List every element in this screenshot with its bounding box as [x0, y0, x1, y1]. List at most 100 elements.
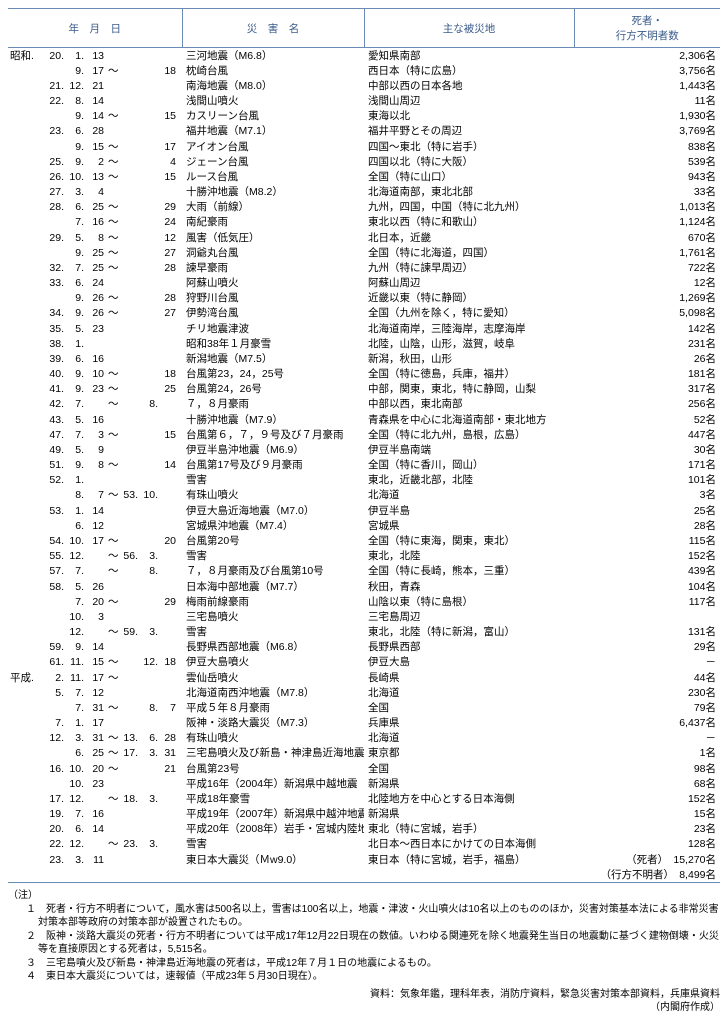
cell-y2 — [120, 579, 140, 594]
cell-num: 104名 — [574, 579, 720, 594]
cell-era — [8, 442, 46, 457]
cell-m2: 6. — [140, 731, 160, 746]
cell-era — [8, 139, 46, 154]
table-row: 22.8.14浅間山噴火浅間山周辺11名 — [8, 94, 720, 109]
cell-y2 — [120, 94, 140, 109]
cell-y — [46, 867, 66, 883]
cell-m: 7. — [66, 427, 86, 442]
cell-name: アイオン台風 — [182, 139, 364, 154]
cell-m: 9. — [66, 382, 86, 397]
cell-y — [46, 700, 66, 715]
cell-d: 16 — [86, 807, 106, 822]
table-row: 7.16～24南紀豪雨東北以西（特に和歌山）1,124名 — [8, 215, 720, 230]
cell-y2 — [120, 169, 140, 184]
cell-y — [46, 109, 66, 124]
cell-d2 — [160, 837, 182, 852]
cell-m: 6. — [66, 124, 86, 139]
cell-d2 — [160, 488, 182, 503]
cell-num: 29名 — [574, 640, 720, 655]
cell-area: 東京都 — [364, 746, 574, 761]
cell-d2 — [160, 822, 182, 837]
cell-m: 5. — [66, 442, 86, 457]
cell-area: 全国（特に東海，関東，東北） — [364, 534, 574, 549]
cell-name: 雪害 — [182, 625, 364, 640]
cell-name: 南海地震（M8.0） — [182, 78, 364, 93]
cell-name: 浅間山噴火 — [182, 94, 364, 109]
cell-num: 171名 — [574, 458, 720, 473]
table-row: 43.5.16十勝沖地震（M7.9）青森県を中心に北海道南部・東北地方52名 — [8, 412, 720, 427]
cell-m: 10. — [66, 761, 86, 776]
cell-area: 秋田，青森 — [364, 579, 574, 594]
cell-name: 福井地震（M7.1） — [182, 124, 364, 139]
cell-d: 23 — [86, 382, 106, 397]
cell-y — [46, 746, 66, 761]
cell-m2 — [140, 63, 160, 78]
cell-m2 — [140, 200, 160, 215]
cell-til: ～ — [106, 791, 120, 806]
cell-num: 317名 — [574, 382, 720, 397]
cell-y2 — [120, 503, 140, 518]
table-row: 23.6.28福井地震（M7.1）福井平野とその周辺3,769名 — [8, 124, 720, 139]
cell-m2 — [140, 518, 160, 533]
cell-m2 — [140, 139, 160, 154]
cell-era — [8, 109, 46, 124]
cell-m: 3. — [66, 852, 86, 867]
cell-til: ～ — [106, 215, 120, 230]
cell-m2 — [140, 306, 160, 321]
cell-area: 伊豆半島南端 — [364, 442, 574, 457]
cell-til: ～ — [106, 488, 120, 503]
cell-m: 6. — [66, 822, 86, 837]
cell-m2: 8. — [140, 700, 160, 715]
cell-name: ７，８月豪雨及び台風第10号 — [182, 564, 364, 579]
cell-d: 12 — [86, 685, 106, 700]
cell-til: ～ — [106, 306, 120, 321]
cell-y2: 23. — [120, 837, 140, 852]
cell-til: ～ — [106, 534, 120, 549]
cell-name: 雪害 — [182, 549, 364, 564]
table-row: 9.26～28狩野川台風近畿以東（特に静岡）1,269名 — [8, 291, 720, 306]
cell-area: 中部以西の日本各地 — [364, 78, 574, 93]
table-row: 12.～59.3.雪害東北，北陸（特に新潟，富山）131名 — [8, 625, 720, 640]
cell-d2: 18 — [160, 655, 182, 670]
cell-y: 51. — [46, 458, 66, 473]
cell-m2 — [140, 321, 160, 336]
cell-m: 1. — [66, 473, 86, 488]
cell-d: 31 — [86, 731, 106, 746]
cell-num: 23名 — [574, 822, 720, 837]
cell-d: 23 — [86, 776, 106, 791]
cell-area: 北海道南岸，三陸海岸，志摩海岸 — [364, 321, 574, 336]
cell-y: 5. — [46, 685, 66, 700]
cell-y2 — [120, 321, 140, 336]
cell-area: 全国 — [364, 700, 574, 715]
cell-name: 風害（低気圧） — [182, 230, 364, 245]
table-row: 58.5.26日本海中部地震（M7.7）秋田，青森104名 — [8, 579, 720, 594]
cell-area: 東北，北陸 — [364, 549, 574, 564]
col-casualty: 死者・ 行方不明者数 — [574, 9, 720, 48]
cell-m: 7. — [66, 564, 86, 579]
cell-m: 9. — [66, 458, 86, 473]
cell-era — [8, 731, 46, 746]
cell-era — [8, 276, 46, 291]
cell-area: 北陸地方を中心とする日本海側 — [364, 791, 574, 806]
cell-d: 9 — [86, 442, 106, 457]
cell-name: 平成18年豪雪 — [182, 791, 364, 806]
cell-y — [46, 594, 66, 609]
cell-m2 — [140, 48, 160, 64]
cell-d — [86, 336, 106, 351]
cell-y2 — [120, 427, 140, 442]
cell-d: 13 — [86, 48, 106, 64]
cell-num: 98名 — [574, 761, 720, 776]
cell-d2 — [160, 412, 182, 427]
cell-d: 11 — [86, 852, 106, 867]
table-row: 52.1.雪害東北，近畿北部，北陸101名 — [8, 473, 720, 488]
cell-til — [106, 124, 120, 139]
cell-y: 40. — [46, 367, 66, 382]
cell-d2: 25 — [160, 382, 182, 397]
cell-num: 838名 — [574, 139, 720, 154]
cell-m: 1. — [66, 503, 86, 518]
cell-d: 15 — [86, 655, 106, 670]
table-row: 5.7.12北海道南西沖地震（M7.8）北海道230名 — [8, 685, 720, 700]
cell-y2 — [120, 48, 140, 64]
cell-name: 伊豆大島噴火 — [182, 655, 364, 670]
cell-y2 — [120, 124, 140, 139]
